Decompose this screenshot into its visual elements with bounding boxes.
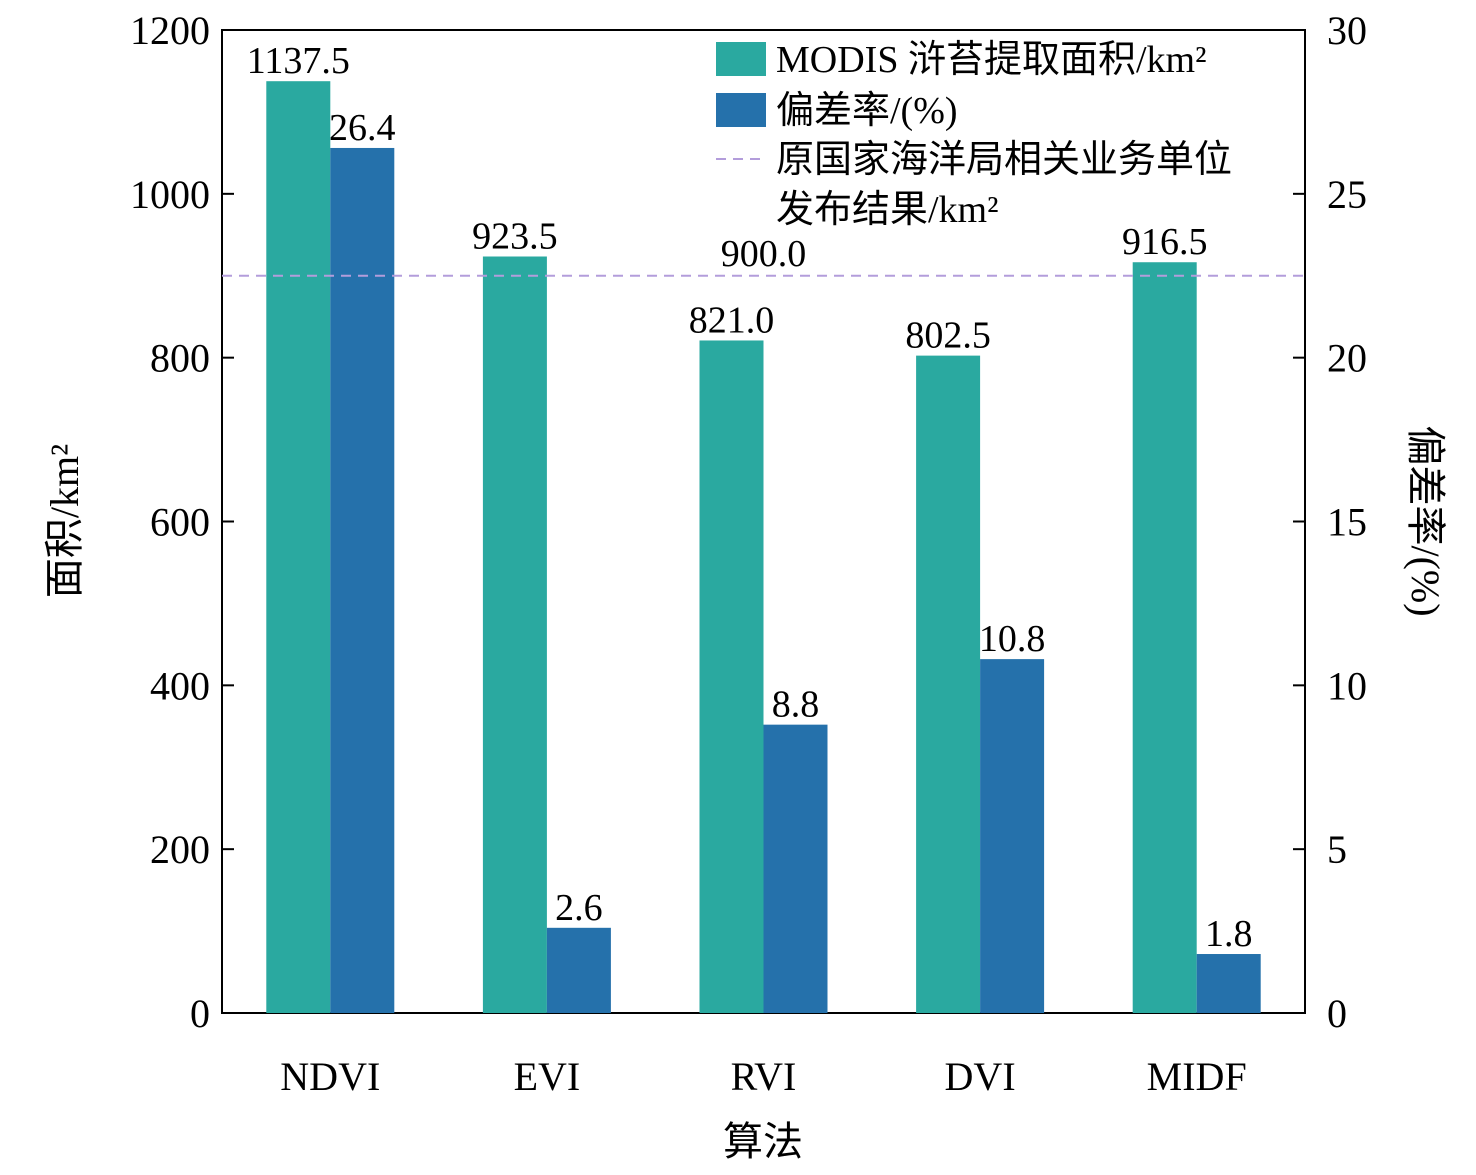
y-tick-label: 0 [190,991,210,1036]
data-label-deviation-midf: 1.8 [1205,913,1253,955]
category-label-rvi: RVI [731,1054,797,1099]
x-axis-title: 算法 [723,1119,803,1164]
bar-area-ndvi [266,81,331,1013]
data-label-deviation-rvi: 8.8 [772,684,820,726]
bar-deviation-rvi [763,724,828,1013]
y-tick-label: 200 [150,827,210,872]
bar-deviation-ndvi [330,147,395,1013]
legend-swatch-deviation [716,93,766,127]
legend-swatch-area [716,42,766,76]
data-label-deviation-ndvi: 26.4 [329,107,396,149]
legend-label-reference-line2: 发布结果/km² [776,189,999,231]
data-label-deviation-evi: 2.6 [555,887,603,929]
data-label-deviation-dvi: 10.8 [979,618,1046,660]
bars-group [266,81,1261,1013]
y2-tick-label: 25 [1327,172,1367,217]
bar-deviation-evi [546,927,611,1013]
category-label-ndvi: NDVI [280,1054,380,1099]
y2-tick-label: 5 [1327,827,1347,872]
y-axis-title: 面积/km² [42,444,87,598]
y-tick-label: 1000 [130,172,210,217]
data-label-area-midf: 916.5 [1122,221,1208,263]
bar-area-evi [482,256,547,1013]
data-label-area-dvi: 802.5 [905,315,991,357]
category-label-dvi: DVI [945,1054,1016,1099]
y2-tick-label: 20 [1327,336,1367,381]
bar-area-dvi [916,355,981,1013]
y-tick-label: 400 [150,663,210,708]
category-label-evi: EVI [514,1054,581,1099]
legend-label-deviation: 偏差率/(%) [776,90,958,132]
category-label-midf: MIDF [1147,1054,1247,1099]
bar-area-midf [1132,262,1197,1013]
data-label-area-ndvi: 1137.5 [247,40,350,82]
data-label-area-rvi: 821.0 [689,299,775,341]
reference-line-label: 900.0 [721,233,807,275]
y2-tick-label: 0 [1327,991,1347,1036]
y2-tick-label: 30 [1327,8,1367,53]
y-tick-label: 800 [150,336,210,381]
bar-deviation-dvi [980,659,1045,1013]
y2-tick-label: 10 [1327,663,1367,708]
data-labels-group: 1137.5 26.4 923.5 2.6 821.0 8.8 802.5 10.8 916.5… [247,40,1253,955]
y-tick-label: 600 [150,500,210,545]
legend-label-area: MODIS 浒苔提取面积/km² [776,39,1206,81]
y2-tick-label: 15 [1327,500,1367,545]
category-labels-group: NDVI EVI RVI DVI MIDF [280,1054,1246,1099]
y2-axis-title: 偏差率/(%) [1403,425,1448,616]
bar-deviation-midf [1196,954,1261,1013]
legend: MODIS 浒苔提取面积/km² 偏差率/(%) 原国家海洋局相关业务单位 发布… [716,39,1232,231]
legend-label-reference-line1: 原国家海洋局相关业务单位 [776,139,1232,181]
ticks-group: 0 200 400 600 800 1000 1200 0 5 10 15 20 25 30 [130,8,1367,1036]
data-label-area-evi: 923.5 [472,215,558,257]
bar-area-rvi [699,340,764,1013]
y-tick-label: 1200 [130,8,210,53]
